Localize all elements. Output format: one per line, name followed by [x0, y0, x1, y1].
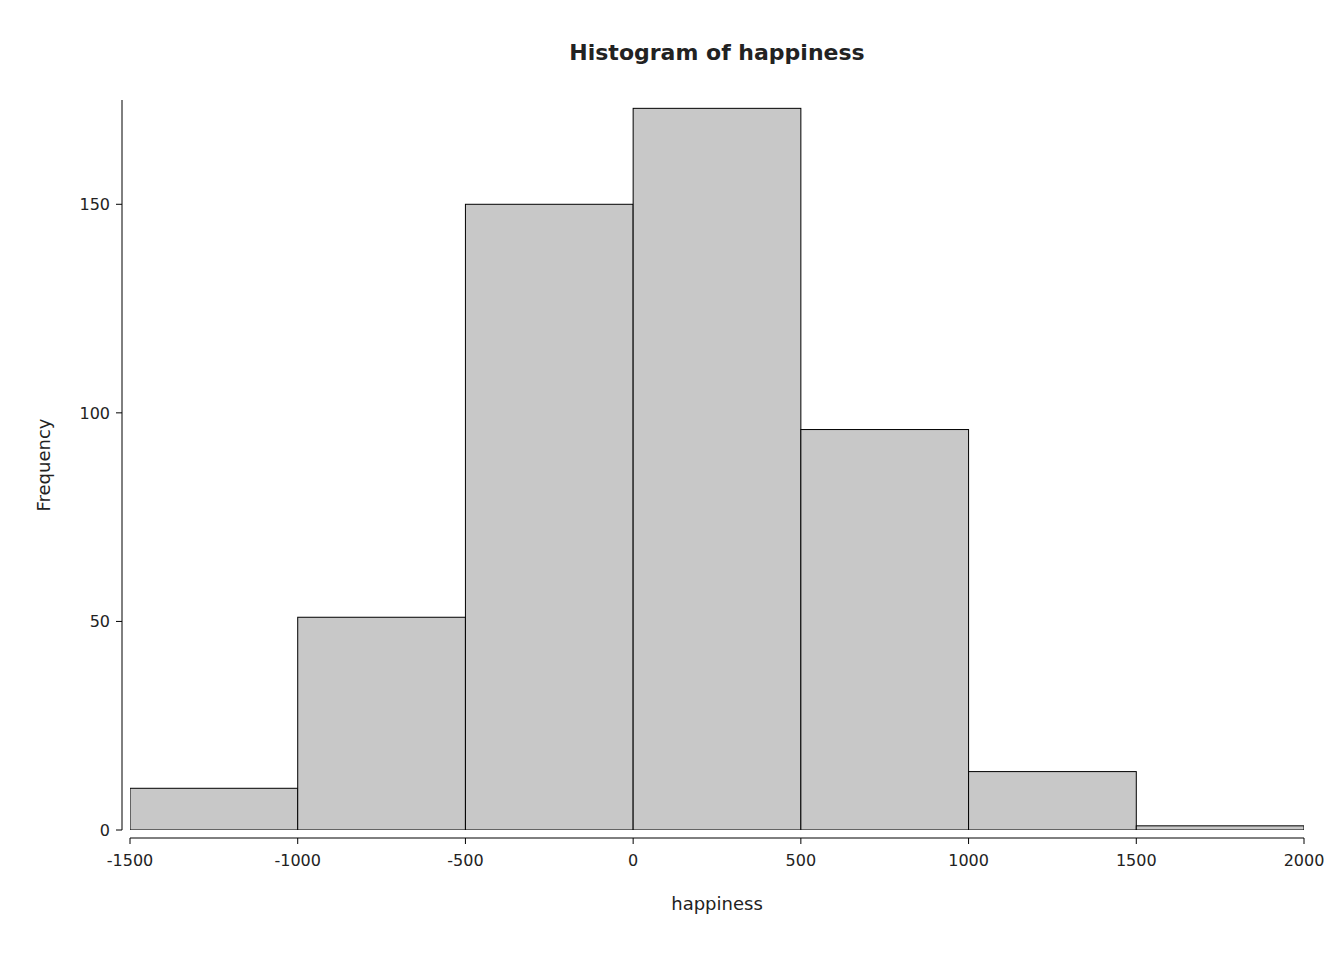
- axes: -1500 -1000 -500 0 500 1000 1500 2000 0 50 100 150: [79, 100, 1324, 870]
- y-tick-label: 150: [79, 195, 110, 214]
- histogram-bar: [298, 617, 466, 830]
- x-tick-label: 0: [628, 851, 638, 870]
- bars: [130, 108, 1304, 830]
- y-tick: [116, 621, 122, 622]
- y-tick-label: 0: [100, 821, 110, 840]
- x-tick-label: -1500: [107, 851, 154, 870]
- x-tick: [968, 838, 969, 844]
- y-tick: [116, 830, 122, 831]
- histogram-bar: [1136, 826, 1304, 830]
- histogram-bar: [465, 204, 633, 830]
- x-tick: [297, 838, 298, 844]
- y-tick: [116, 412, 122, 413]
- x-tick-label: 500: [786, 851, 817, 870]
- histogram-bar: [969, 772, 1137, 830]
- y-tick-label: 50: [90, 612, 110, 631]
- x-tick: [465, 838, 466, 844]
- chart: -1500 -1000 -500 0 500 1000 1500 2000 0 50 100 150 H…: [0, 0, 1344, 960]
- y-tick: [116, 204, 122, 205]
- histogram-bar: [130, 788, 298, 830]
- histogram-bar: [633, 108, 801, 830]
- x-tick: [633, 838, 634, 844]
- title: Histogram of happiness: [569, 40, 864, 65]
- x-tick-label: -1000: [274, 851, 321, 870]
- x-axis-line: [130, 838, 1304, 839]
- y-axis-label: Frequency: [33, 418, 54, 511]
- chart-container: -1500 -1000 -500 0 500 1000 1500 2000 0 50 100 150 H…: [0, 0, 1344, 960]
- x-tick: [1304, 838, 1305, 844]
- y-tick-label: 100: [79, 404, 110, 423]
- y-axis-line: [122, 100, 123, 830]
- x-tick: [800, 838, 801, 844]
- x-tick-label: -500: [447, 851, 483, 870]
- x-tick-label: 2000: [1284, 851, 1325, 870]
- x-tick-label: 1000: [948, 851, 989, 870]
- x-tick: [130, 838, 131, 844]
- x-tick: [1136, 838, 1137, 844]
- x-axis-label: happiness: [671, 893, 763, 914]
- histogram-bar: [801, 430, 969, 830]
- x-tick-label: 1500: [1116, 851, 1157, 870]
